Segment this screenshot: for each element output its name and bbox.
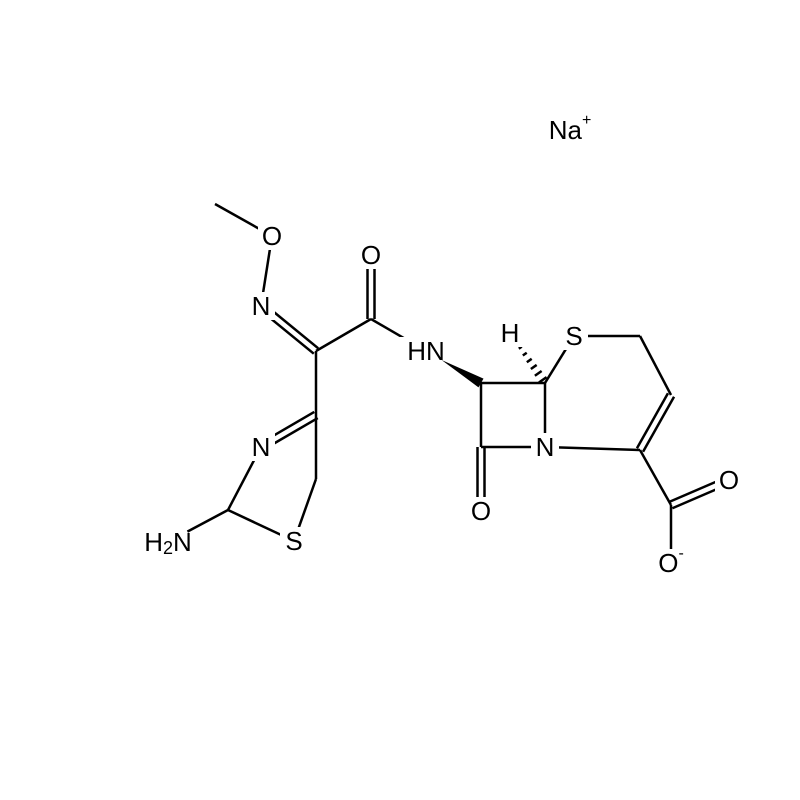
atom-och3: O	[258, 221, 286, 251]
svg-text:HN: HN	[407, 336, 445, 366]
counterion: Na+	[549, 112, 592, 146]
svg-text:S: S	[565, 321, 582, 351]
atom-n_thz: N	[247, 432, 275, 462]
atom-n_ring: N	[531, 432, 559, 462]
atom-nh: HN	[388, 336, 445, 366]
atom-o_dbl: O	[715, 465, 743, 495]
svg-text:O: O	[361, 240, 381, 270]
atom-o_co: O	[357, 240, 385, 270]
atom-h_bridge: H	[496, 318, 524, 348]
atom-o_neg: O-	[657, 545, 685, 579]
svg-text:N: N	[252, 291, 271, 321]
svg-text:Na+: Na+	[549, 112, 592, 146]
svg-text:O: O	[719, 465, 739, 495]
molecular-structure: O N O HN O N H S O O- N S H2N Na+	[0, 0, 800, 800]
svg-text:H: H	[501, 318, 520, 348]
atom-s_thz: S	[280, 526, 308, 556]
atom-nh2: H2N	[122, 527, 192, 558]
svg-text:O: O	[471, 496, 491, 526]
svg-text:N: N	[536, 432, 555, 462]
atom-s_ring: S	[560, 321, 588, 351]
atom-noxime: N	[247, 291, 275, 321]
atom-o_beta: O	[467, 496, 495, 526]
svg-text:S: S	[285, 526, 302, 556]
svg-text:N: N	[252, 432, 271, 462]
svg-text:O: O	[262, 221, 282, 251]
